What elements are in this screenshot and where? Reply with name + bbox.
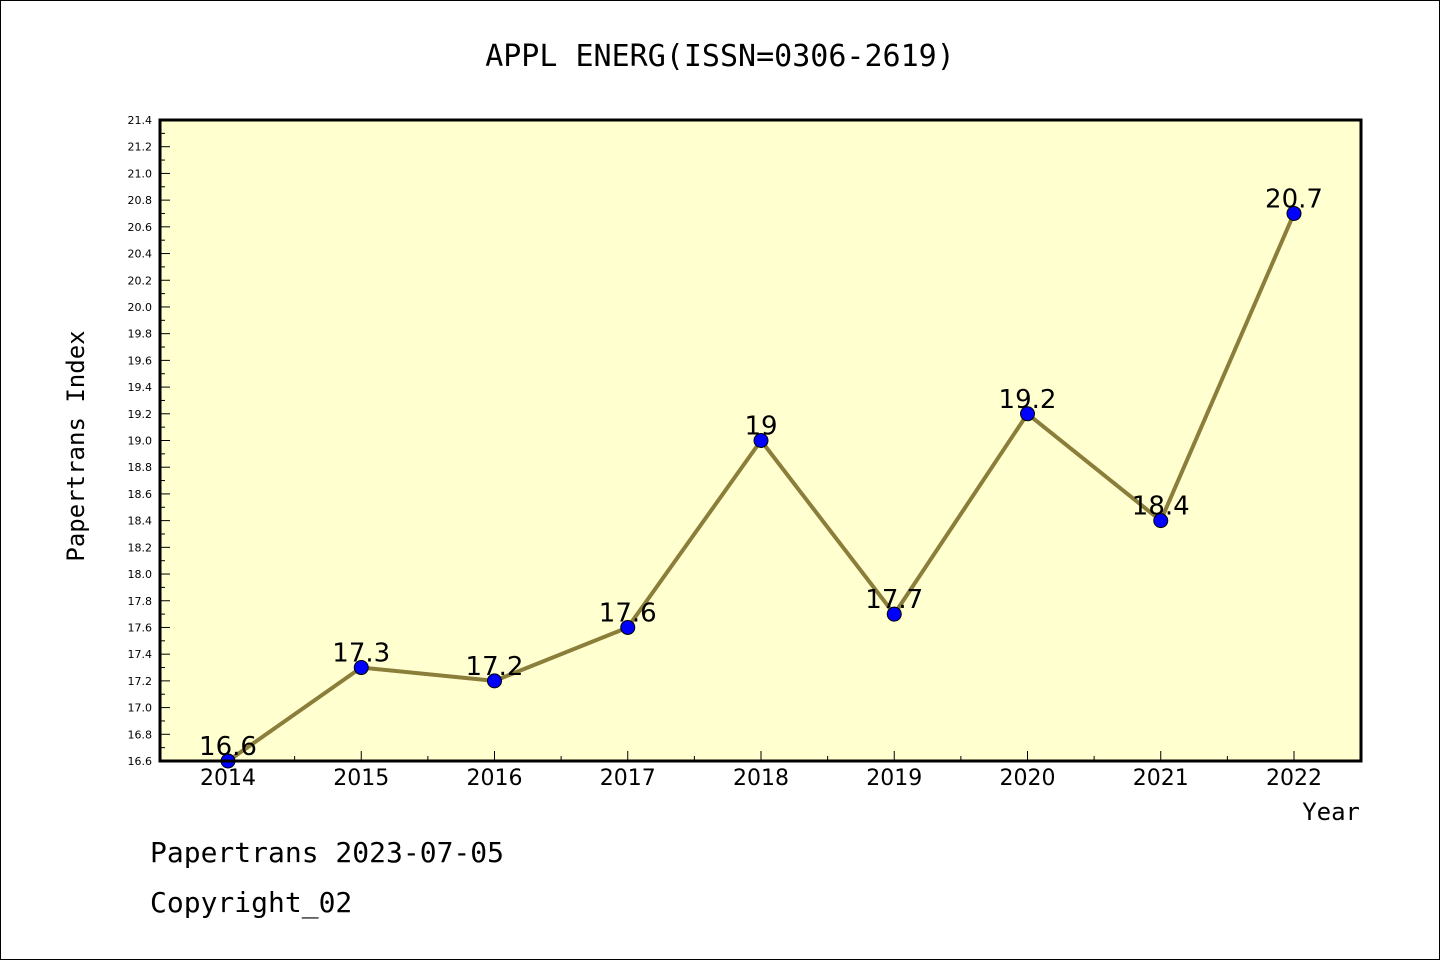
x-tick-label: 2020 <box>1000 766 1056 791</box>
data-label: 18.4 <box>1132 492 1190 522</box>
plot-border <box>158 118 1363 763</box>
y-tick-label: 17.0 <box>128 702 153 715</box>
y-tick-label: 18.4 <box>128 515 153 528</box>
y-tick-label: 17.8 <box>128 595 153 608</box>
y-tick-label: 19.6 <box>128 354 153 367</box>
x-tick-label: 2022 <box>1266 766 1322 791</box>
x-tick-label: 2018 <box>733 766 789 791</box>
chart-title: APPL ENERG(ISSN=0306-2619) <box>485 39 955 74</box>
data-point <box>353 660 369 676</box>
series-layer: 16.6 17.3 17.2 17.6 19 17.7 19.2 18.4 20.7 <box>199 184 1323 769</box>
y-tick-label: 17.2 <box>128 675 153 688</box>
y-tick-label: 18.0 <box>128 568 153 581</box>
x-tick-label: 2014 <box>200 766 256 791</box>
x-tick-label: 2015 <box>333 766 389 791</box>
data-label: 17.3 <box>332 639 390 669</box>
x-tick-label: 2019 <box>866 766 922 791</box>
y-tick-label: 20.2 <box>128 274 153 287</box>
data-label: 19.2 <box>999 385 1057 415</box>
y-tick-label: 16.8 <box>128 728 153 741</box>
data-point <box>753 433 769 448</box>
data-point <box>1286 205 1302 221</box>
x-axis-label: Year <box>1302 798 1360 826</box>
y-tick-label: 19.2 <box>128 408 153 421</box>
footer-date: Papertrans 2023-07-05 <box>150 836 505 869</box>
data-label: 17.6 <box>599 598 657 628</box>
data-point <box>886 606 902 622</box>
y-axis: 16.6 16.8 17.0 17.2 17.4 17.6 17.8 18.0 18.2 18.4… <box>128 114 170 768</box>
data-point <box>620 619 636 635</box>
y-axis-label: Papertrans Index <box>62 330 90 561</box>
data-label: 17.2 <box>466 652 524 682</box>
y-tick-label: 20.0 <box>128 301 153 314</box>
y-tick-label: 18.6 <box>128 488 153 501</box>
data-point <box>1020 406 1035 422</box>
x-tick-label: 2017 <box>600 766 656 791</box>
data-label: 20.7 <box>1265 184 1323 214</box>
y-tick-label: 19.8 <box>128 328 153 341</box>
data-label: 16.6 <box>199 732 257 762</box>
data-label: 17.7 <box>865 585 923 615</box>
y-tick-label: 21.2 <box>128 141 153 154</box>
y-tick-label: 20.4 <box>128 248 153 261</box>
y-tick-label: 17.6 <box>128 621 153 634</box>
y-tick-label: 21.4 <box>128 114 153 127</box>
x-axis: 2014 2015 2016 2017 2018 2019 2020 2021 2022 <box>200 751 1322 791</box>
y-tick-label: 21.0 <box>128 167 153 180</box>
footer-copyright: Copyright_02 <box>150 886 353 919</box>
y-tick-label: 18.2 <box>128 541 153 554</box>
data-label: 19 <box>744 412 777 442</box>
y-tick-label: 16.6 <box>128 755 153 768</box>
data-point <box>1153 513 1169 529</box>
y-tick-label: 17.4 <box>128 648 153 661</box>
y-tick-label: 20.6 <box>128 221 153 234</box>
data-point <box>487 673 502 689</box>
y-tick-label: 18.8 <box>128 461 153 474</box>
x-tick-label: 2021 <box>1133 766 1189 791</box>
y-tick-label: 19.0 <box>128 435 153 448</box>
y-tick-label: 19.4 <box>128 381 153 394</box>
y-tick-label: 20.8 <box>128 194 153 207</box>
x-tick-label: 2016 <box>467 766 523 791</box>
